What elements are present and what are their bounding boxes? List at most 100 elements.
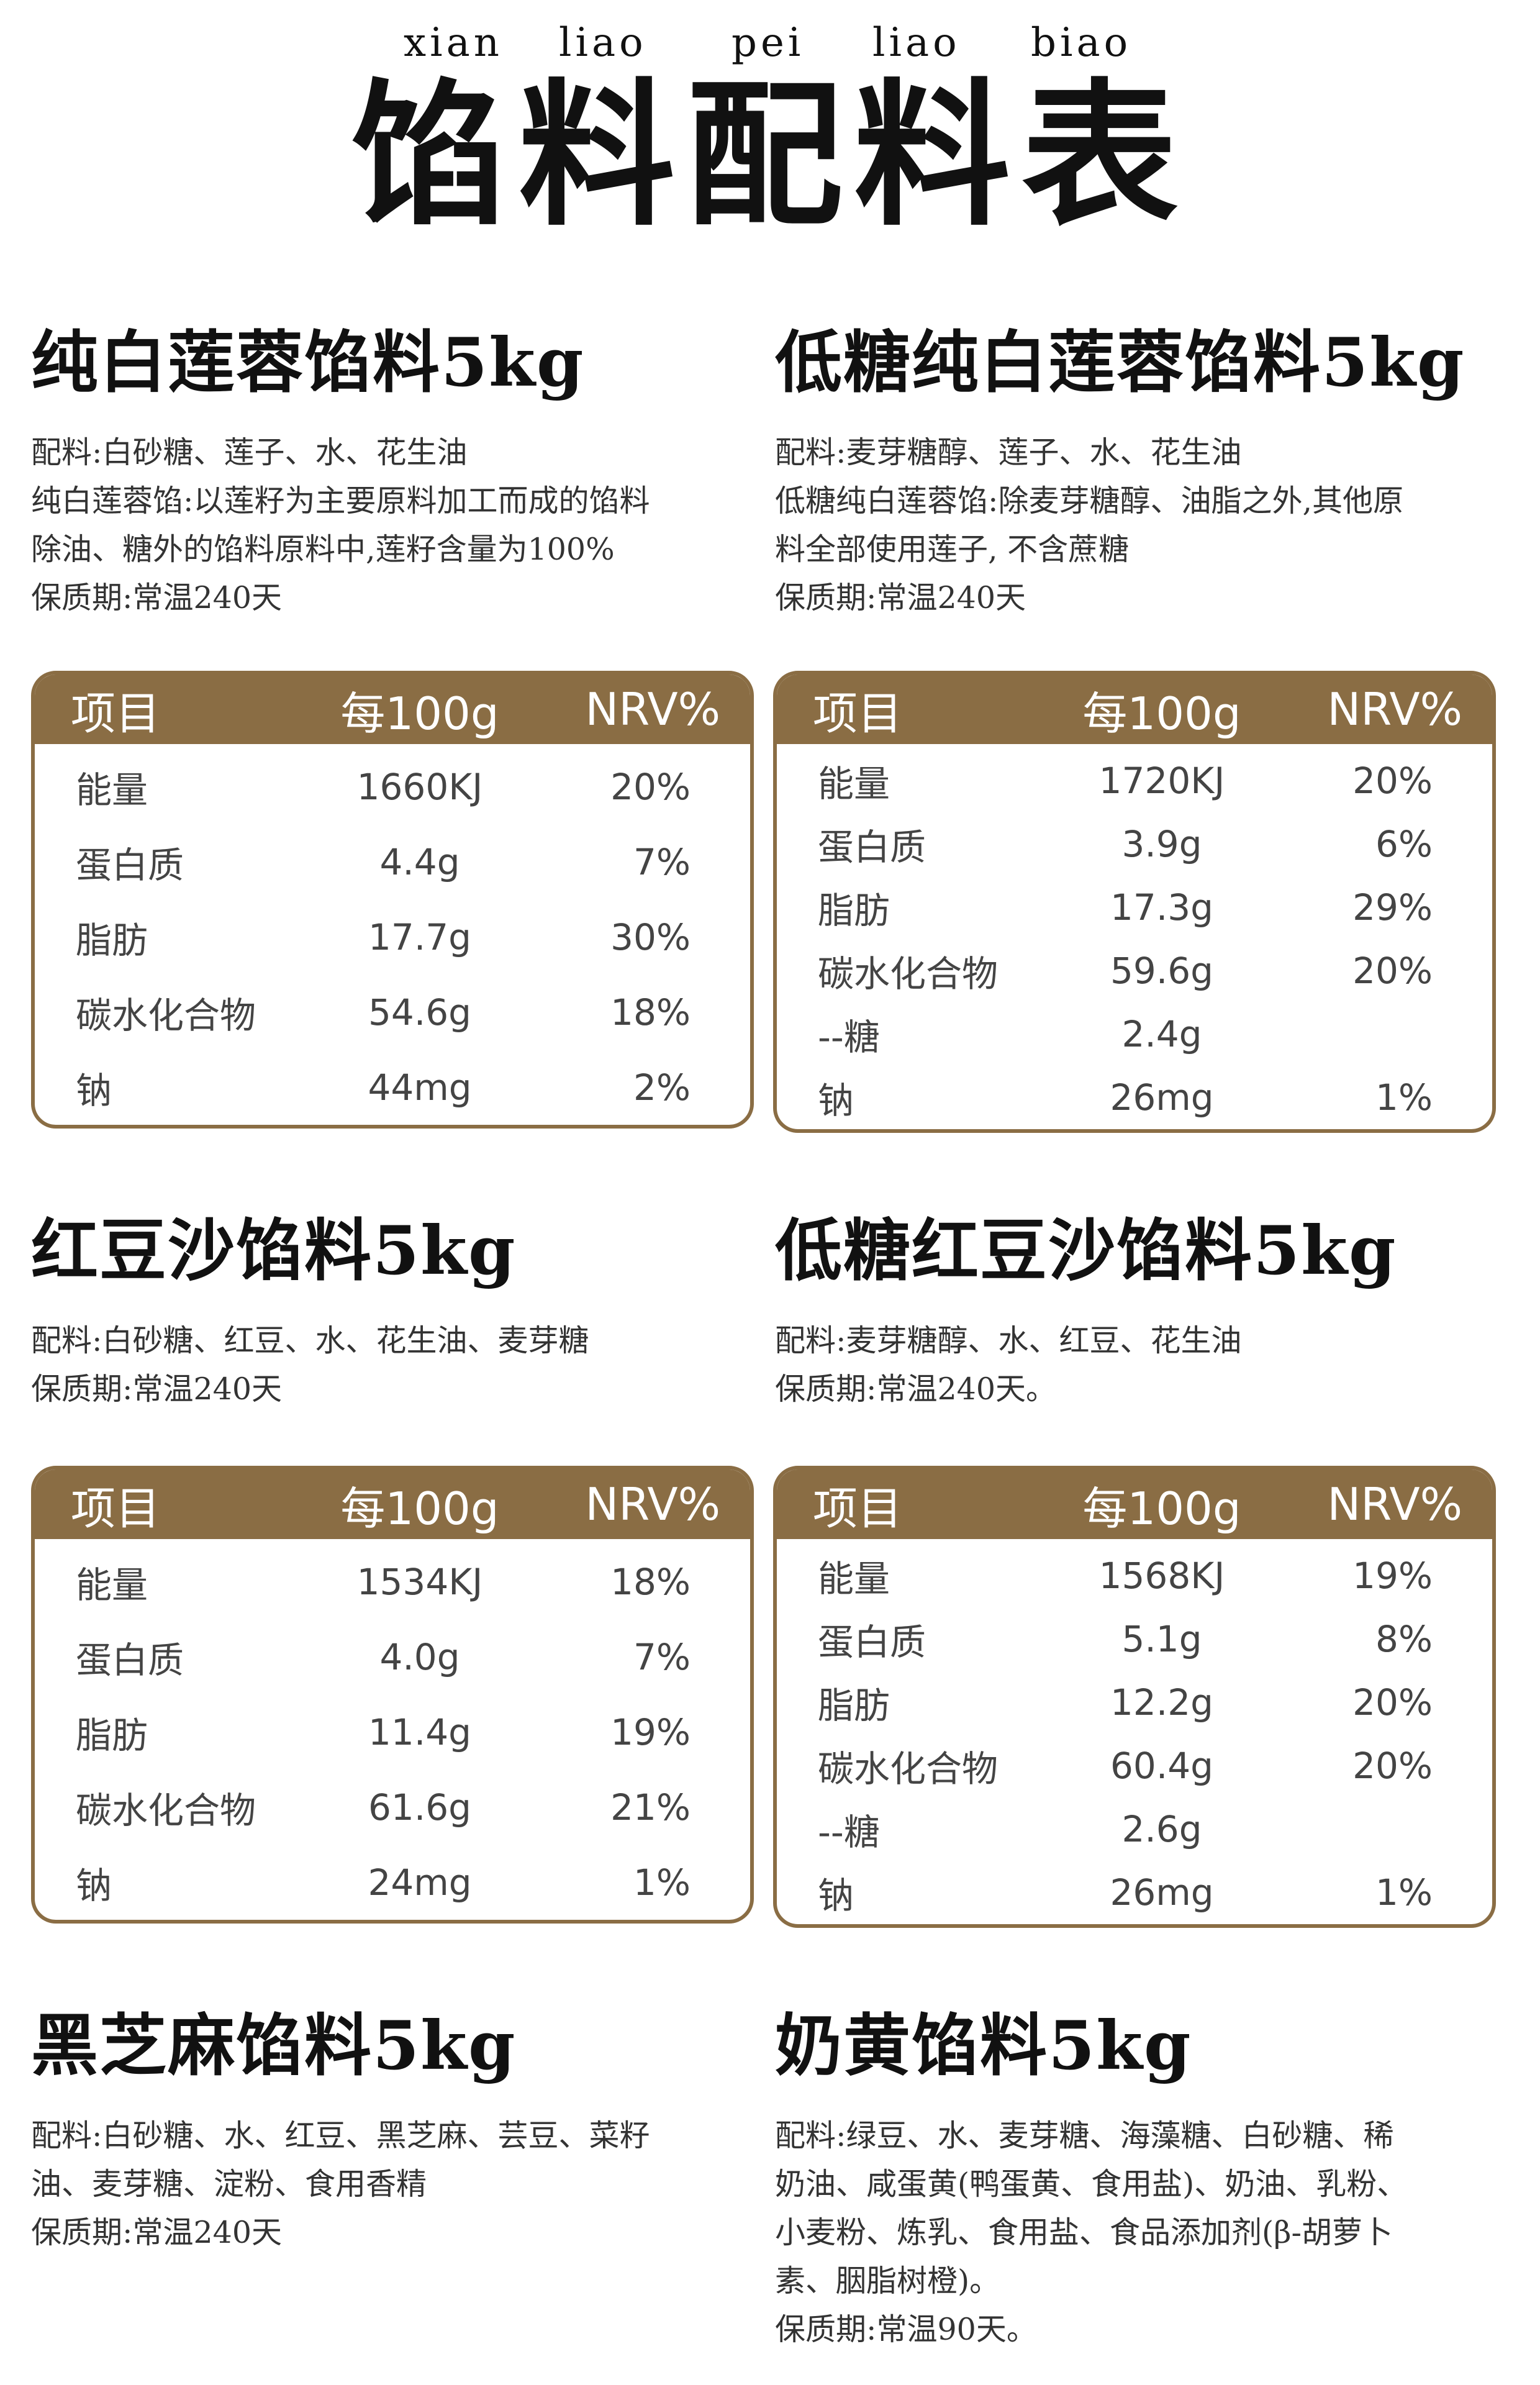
cell-value: 54.6g — [368, 991, 471, 1034]
cell-nrv: 20% — [610, 765, 691, 808]
cell-value: 59.6g — [1110, 950, 1213, 992]
cell-item: 蛋白质 — [76, 843, 184, 886]
nutrition-table-low-sugar-red-bean: 项目 每100g NRV% 能量 1568KJ 19% 蛋白质 5.1g 8% 脂肪 12… — [773, 1466, 1496, 1928]
cell-item: 钠 — [818, 1079, 854, 1122]
header-item: 项目 — [71, 687, 161, 740]
cell-item: 钠 — [76, 1864, 112, 1907]
header-nrv: NRV% — [1327, 1478, 1462, 1530]
desc-line: 奶油、咸蛋黄(鸭蛋黄、食用盐)、奶油、乳粉、 — [775, 2166, 1408, 2202]
cell-item: 脂肪 — [818, 1684, 890, 1727]
header-nrv: NRV% — [585, 1478, 720, 1530]
table-row: 碳水化合物 61.6g 21% — [35, 1769, 750, 1845]
cell-nrv: 6% — [1375, 823, 1433, 865]
cell-nrv: 20% — [1352, 1745, 1433, 1787]
product-section-lotus: 纯白莲蓉馅料5kg 配料:白砂糖、莲子、水、花生油 纯白莲蓉馅:以莲籽为主要原料… — [31, 323, 764, 622]
cell-nrv: 1% — [633, 1861, 691, 1904]
desc-line: 配料:麦芽糖醇、水、红豆、花生油 — [775, 1322, 1242, 1358]
cell-value: 4.4g — [379, 840, 460, 883]
pinyin-row: xian liao pei liao biao — [0, 20, 1540, 76]
cell-value: 2.4g — [1121, 1013, 1202, 1055]
desc-line: 纯白莲蓉馅:以莲籽为主要原料加工而成的馅料 — [31, 483, 650, 519]
table-row: 能量 1534KJ 18% — [35, 1544, 750, 1619]
cell-item: 钠 — [76, 1069, 112, 1112]
table-row: 蛋白质 4.4g 7% — [35, 824, 750, 899]
cell-value: 12.2g — [1110, 1681, 1213, 1724]
desc-line: 低糖纯白莲蓉馅:除麦芽糖醇、油脂之外,其他原 — [775, 483, 1404, 519]
table-row: 钠 44mg 2% — [35, 1050, 750, 1125]
cell-value: 1660KJ — [356, 765, 483, 808]
desc-line: 配料:麦芽糖醇、莲子、水、花生油 — [775, 434, 1242, 470]
product-description: 配料:麦芽糖醇、莲子、水、花生油 低糖纯白莲蓉馅:除麦芽糖醇、油脂之外,其他原 … — [775, 429, 1508, 622]
table-row: 脂肪 11.4g 19% — [35, 1694, 750, 1769]
cell-item: 能量 — [818, 1558, 890, 1600]
table-row: 脂肪 17.7g 30% — [35, 899, 750, 974]
desc-line: 除油、糖外的馅料原料中,莲籽含量为100% — [31, 531, 615, 567]
cell-value: 11.4g — [368, 1710, 471, 1753]
cell-item: 碳水化合物 — [818, 1748, 999, 1790]
cell-item: 蛋白质 — [76, 1638, 184, 1681]
cell-value: 5.1g — [1121, 1618, 1202, 1660]
pinyin-pei: pei — [732, 20, 805, 66]
nutrition-table-low-sugar-lotus: 项目 每100g NRV% 能量 1720KJ 20% 蛋白质 3.9g 6% 脂肪 17… — [773, 671, 1496, 1133]
cell-value: 1568KJ — [1098, 1555, 1225, 1597]
table-row: 钠 26mg 1% — [777, 1066, 1492, 1129]
desc-line: 保质期:常温240天 — [775, 579, 1026, 616]
nutrition-table-red-bean: 项目 每100g NRV% 能量 1534KJ 18% 蛋白质 4.0g 7% 脂肪 11… — [31, 1466, 754, 1924]
cell-item: 脂肪 — [76, 919, 148, 961]
page-title: 馅料配料表 — [350, 63, 1189, 247]
header-nrv: NRV% — [585, 683, 720, 735]
cell-nrv: 20% — [1352, 1681, 1433, 1724]
desc-line: 保质期:常温240天 — [31, 2214, 283, 2250]
desc-line: 配料:白砂糖、莲子、水、花生油 — [31, 434, 468, 470]
cell-nrv: 19% — [610, 1710, 691, 1753]
cell-nrv: 19% — [1352, 1555, 1433, 1597]
header-per100g: 每100g — [1082, 1482, 1241, 1535]
desc-line: 配料:白砂糖、水、红豆、黑芝麻、芸豆、菜籽 — [31, 2117, 650, 2153]
table-row: 能量 1660KJ 20% — [35, 749, 750, 824]
cell-value: 17.3g — [1110, 886, 1213, 929]
desc-line: 配料:绿豆、水、麦芽糖、海藻糖、白砂糖、稀 — [775, 2117, 1394, 2153]
cell-value: 1720KJ — [1098, 760, 1225, 802]
table-header: 项目 每100g NRV% — [35, 1470, 750, 1539]
pinyin-xian: xian — [404, 20, 503, 66]
cell-item: 碳水化合物 — [818, 953, 999, 995]
product-description: 配料:白砂糖、莲子、水、花生油 纯白莲蓉馅:以莲籽为主要原料加工而成的馅料 除油… — [31, 429, 764, 622]
cell-item: --糖 — [818, 1016, 880, 1058]
product-description: 配料:白砂糖、水、红豆、黑芝麻、芸豆、菜籽 油、麦芽糖、淀粉、食用香精 保质期:… — [31, 2112, 764, 2257]
desc-line: 保质期:常温90天。 — [775, 2311, 1037, 2347]
table-row: 蛋白质 4.0g 7% — [35, 1619, 750, 1694]
cell-nrv: 30% — [610, 915, 691, 958]
cell-value: 26mg — [1110, 1076, 1214, 1119]
cell-nrv: 8% — [1375, 1618, 1433, 1660]
product-description: 配料:绿豆、水、麦芽糖、海藻糖、白砂糖、稀 奶油、咸蛋黄(鸭蛋黄、食用盐)、奶油… — [775, 2112, 1508, 2354]
table-row: 碳水化合物 59.6g 20% — [777, 939, 1492, 1002]
cell-value: 2.6g — [1121, 1808, 1202, 1850]
desc-line: 料全部使用莲子, 不含蔗糖 — [775, 531, 1130, 567]
cell-value: 61.6g — [368, 1786, 471, 1828]
cell-value: 17.7g — [368, 915, 471, 958]
desc-line: 保质期:常温240天 — [31, 1371, 283, 1407]
cell-nrv: 7% — [633, 840, 691, 883]
desc-line: 配料:白砂糖、红豆、水、花生油、麦芽糖 — [31, 1322, 589, 1358]
product-description: 配料:麦芽糖醇、水、红豆、花生油 保质期:常温240天。 — [775, 1317, 1508, 1414]
cell-value: 24mg — [368, 1861, 472, 1904]
cell-item: 碳水化合物 — [76, 994, 256, 1037]
header-per100g: 每100g — [1082, 687, 1241, 740]
header-per100g: 每100g — [340, 687, 499, 740]
cell-value: 4.0g — [379, 1635, 460, 1678]
product-section-red-bean: 红豆沙馅料5kg 配料:白砂糖、红豆、水、花生油、麦芽糖 保质期:常温240天 — [31, 1211, 764, 1414]
product-section-low-sugar-red-bean: 低糖红豆沙馅料5kg 配料:麦芽糖醇、水、红豆、花生油 保质期:常温240天。 — [775, 1211, 1508, 1414]
cell-nrv: 20% — [1352, 950, 1433, 992]
table-row: --糖 2.4g — [777, 1002, 1492, 1066]
cell-value: 44mg — [368, 1066, 472, 1109]
table-row: 蛋白质 5.1g 8% — [777, 1607, 1492, 1671]
product-section-custard: 奶黄馅料5kg 配料:绿豆、水、麦芽糖、海藻糖、白砂糖、稀 奶油、咸蛋黄(鸭蛋黄… — [775, 2006, 1508, 2354]
table-row: 碳水化合物 60.4g 20% — [777, 1734, 1492, 1797]
product-title: 低糖纯白莲蓉馅料5kg — [775, 324, 1465, 402]
desc-line: 油、麦芽糖、淀粉、食用香精 — [31, 2166, 427, 2202]
desc-line: 保质期:常温240天。 — [775, 1371, 1057, 1407]
cell-nrv: 29% — [1352, 886, 1433, 929]
table-row: 脂肪 12.2g 20% — [777, 1671, 1492, 1734]
product-section-black-sesame: 黑芝麻馅料5kg 配料:白砂糖、水、红豆、黑芝麻、芸豆、菜籽 油、麦芽糖、淀粉、… — [31, 2006, 764, 2257]
pinyin-liao-2: liao — [872, 20, 961, 66]
